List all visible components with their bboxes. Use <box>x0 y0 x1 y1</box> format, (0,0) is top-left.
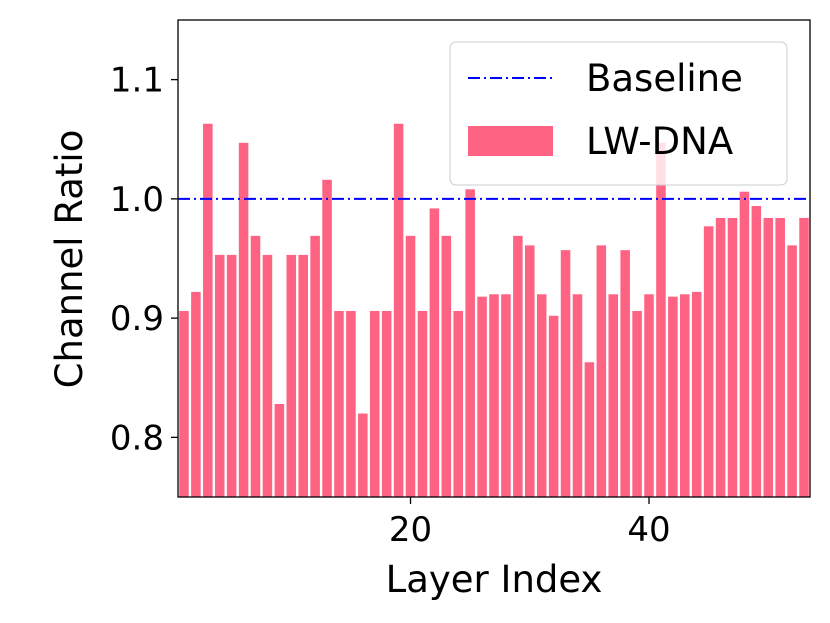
bar-layer-50 <box>763 217 774 497</box>
bar-layer-28 <box>501 294 511 497</box>
bar-layer-29 <box>513 235 523 497</box>
bar-layer-9 <box>274 403 285 497</box>
bar-layer-30 <box>525 245 535 497</box>
bar-layer-19 <box>393 123 404 497</box>
legend: Baseline LW-DNA <box>449 41 788 186</box>
plot-frame <box>177 19 811 498</box>
bar-layer-33 <box>560 250 571 497</box>
bar-layer-49 <box>751 206 762 497</box>
y-axis: 0.8 0.9 1.0 1.1 <box>110 61 178 458</box>
bar-layer-39 <box>632 310 642 497</box>
bar-layer-31 <box>536 294 547 497</box>
bar-layer-4 <box>214 254 225 497</box>
bar-layer-52 <box>787 245 797 497</box>
bar-layer-41 <box>656 142 666 497</box>
y-axis-label: Channel Ratio <box>48 130 91 389</box>
bar-layer-35 <box>584 362 595 497</box>
bar-layer-34 <box>572 294 583 497</box>
bar-layer-2 <box>191 291 201 497</box>
bar-layer-18 <box>381 310 392 497</box>
bar-layer-26 <box>477 296 487 497</box>
bar-layer-1 <box>179 310 189 497</box>
bar-layer-32 <box>548 315 559 497</box>
y-tick-label: 1.0 <box>110 180 164 220</box>
bar-layer-7 <box>250 235 261 497</box>
y-tick-label: 1.1 <box>110 61 164 101</box>
bar-layer-23 <box>441 235 452 497</box>
bar-layer-10 <box>286 254 297 497</box>
bar-layer-5 <box>226 254 237 497</box>
bar-layer-44 <box>691 291 702 497</box>
bar-layer-20 <box>405 235 416 497</box>
bar-layer-11 <box>298 254 308 497</box>
bar-layer-25 <box>465 189 475 497</box>
bar-layer-24 <box>453 310 463 497</box>
bar-layer-37 <box>608 294 619 497</box>
bar-layer-38 <box>620 250 630 497</box>
bar-layer-48 <box>739 191 750 497</box>
legend-lwdna-swatch <box>468 126 553 156</box>
y-tick-label: 0.9 <box>110 299 164 339</box>
bar-layer-6 <box>238 142 249 497</box>
bar-layer-12 <box>310 235 320 497</box>
bar-layer-17 <box>369 310 380 497</box>
x-tick-label: 20 <box>389 510 432 550</box>
bar-layer-45 <box>703 226 714 498</box>
legend-baseline-label: Baseline <box>586 57 743 100</box>
bar-layer-43 <box>680 294 690 497</box>
bar-layer-40 <box>644 294 654 497</box>
bar-layer-16 <box>358 413 368 497</box>
bar-layer-36 <box>596 245 607 497</box>
x-axis-label: Layer Index <box>386 558 603 601</box>
bar-layer-14 <box>334 310 344 497</box>
bar-layer-47 <box>727 217 738 497</box>
bar-layer-53 <box>799 217 809 497</box>
bar-layer-46 <box>715 217 726 497</box>
bar-layer-51 <box>775 217 785 497</box>
x-tick-label: 40 <box>627 510 670 550</box>
bar-layer-15 <box>346 310 356 497</box>
bar-layer-8 <box>262 254 273 497</box>
bar-layer-27 <box>489 294 499 497</box>
y-tick-label: 0.8 <box>110 418 164 458</box>
bars-group <box>179 123 809 498</box>
bar-layer-42 <box>668 296 678 497</box>
bar-layer-22 <box>429 208 440 497</box>
bar-layer-13 <box>322 179 332 498</box>
legend-lwdna-label: LW-DNA <box>586 120 733 163</box>
bar-layer-3 <box>203 123 213 497</box>
x-axis: 20 40 <box>389 497 671 550</box>
bar-layer-21 <box>417 310 428 497</box>
